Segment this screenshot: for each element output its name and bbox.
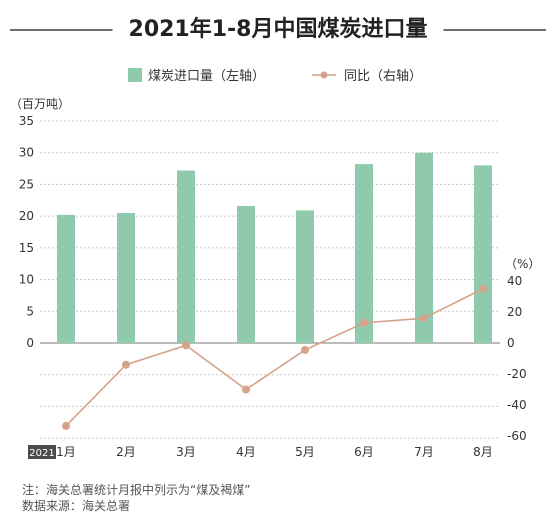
bar-import-volume xyxy=(177,170,195,343)
title-bar: 2021年1-8月中国煤炭进口量 xyxy=(10,12,546,48)
right-tick-label: -20 xyxy=(507,367,527,381)
footnotes: 注：海关总署统计月报中列示为“煤及褐煤” 数据来源：海关总署 xyxy=(22,482,250,514)
left-tick-label: 35 xyxy=(19,114,34,128)
bar-import-volume xyxy=(355,164,373,343)
bar-import-volume xyxy=(415,152,433,343)
left-tick-label: 25 xyxy=(19,177,34,191)
yoy-point xyxy=(122,360,130,369)
yoy-point xyxy=(420,314,428,323)
right-tick-label: 40 xyxy=(507,274,522,288)
year-badge-bg xyxy=(28,445,56,459)
category-label: 5月 xyxy=(295,445,315,459)
category-label: 8月 xyxy=(473,445,493,459)
right-tick-label: -40 xyxy=(507,398,527,412)
category-label: 2月 xyxy=(116,445,136,459)
left-axis-title: （百万吨） xyxy=(10,97,70,111)
yoy-point xyxy=(301,345,309,354)
left-tick-label: 10 xyxy=(19,273,34,287)
left-tick-label: 15 xyxy=(19,241,34,255)
bar-import-volume xyxy=(237,205,255,343)
yoy-point xyxy=(62,421,70,430)
category-label: 6月 xyxy=(354,445,374,459)
bar-import-volume xyxy=(474,165,492,343)
left-tick-label: 5 xyxy=(26,304,34,318)
left-tick-label: 0 xyxy=(26,336,34,350)
left-tick-label: 20 xyxy=(19,209,34,223)
footnote-source: 数据来源：海关总署 xyxy=(22,499,131,513)
bar-import-volume xyxy=(57,214,75,343)
legend-line-label: 同比（右轴） xyxy=(344,69,422,84)
yoy-line xyxy=(65,288,484,427)
chart-title: 2021年1-8月中国煤炭进口量 xyxy=(112,12,444,48)
right-tick-label: 0 xyxy=(507,336,515,350)
category-label: 7月 xyxy=(414,445,434,459)
yoy-point xyxy=(182,341,190,350)
category-label: 1月 xyxy=(56,445,76,459)
legend-bar-swatch xyxy=(128,68,142,82)
yoy-point xyxy=(242,385,250,394)
category-label: 3月 xyxy=(176,445,196,459)
year-badge: 2021 xyxy=(29,448,54,459)
right-axis-title: （%） xyxy=(505,257,540,271)
yoy-point xyxy=(479,284,487,293)
right-tick-label: -60 xyxy=(507,429,527,443)
bar-import-volume xyxy=(296,210,314,343)
yoy-point xyxy=(360,318,368,327)
legend-bar-label: 煤炭进口量（左轴） xyxy=(148,69,265,84)
category-label: 4月 xyxy=(236,445,256,459)
footnote-note: 注：海关总署统计月报中列示为“煤及褐煤” xyxy=(22,483,251,497)
bar-import-volume xyxy=(117,212,135,343)
left-tick-label: 30 xyxy=(19,146,34,160)
legend-line-marker xyxy=(320,71,328,79)
right-tick-label: 20 xyxy=(507,305,522,319)
